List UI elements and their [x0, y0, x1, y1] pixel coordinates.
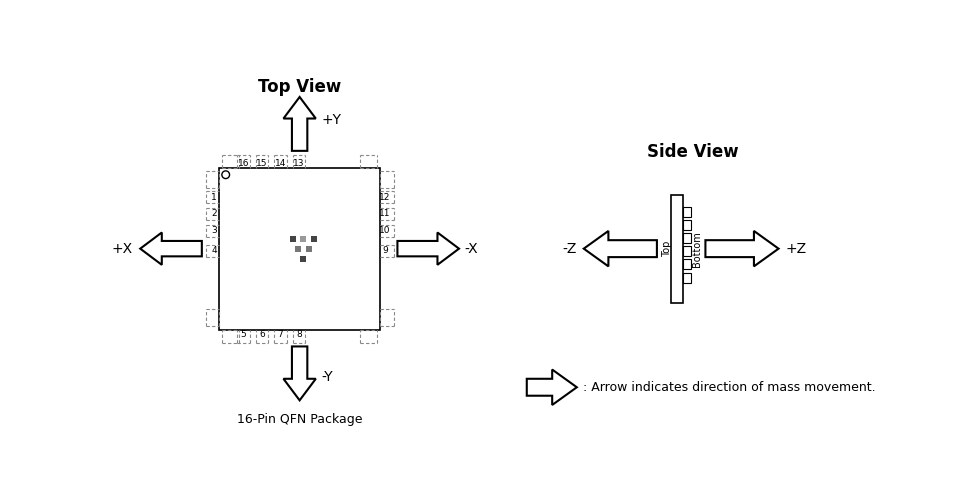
Polygon shape — [295, 246, 301, 252]
Text: 1: 1 — [211, 192, 217, 202]
Polygon shape — [301, 256, 307, 262]
Text: 11: 11 — [380, 210, 391, 218]
Text: 6: 6 — [259, 330, 265, 338]
Bar — [682, 246, 691, 256]
Polygon shape — [311, 236, 317, 242]
Bar — [219, 168, 381, 330]
Text: Top View: Top View — [258, 78, 341, 96]
Polygon shape — [289, 236, 296, 242]
Polygon shape — [306, 246, 312, 252]
Text: Bottom: Bottom — [692, 231, 702, 266]
Text: Side View: Side View — [647, 144, 738, 162]
Polygon shape — [140, 232, 202, 265]
Bar — [671, 194, 683, 302]
Bar — [682, 272, 691, 282]
Polygon shape — [527, 370, 577, 405]
Text: 14: 14 — [275, 158, 286, 168]
Polygon shape — [705, 231, 778, 266]
Polygon shape — [283, 346, 316, 401]
Polygon shape — [583, 231, 657, 266]
Text: +Z: +Z — [785, 242, 806, 256]
Text: +Y: +Y — [321, 113, 341, 127]
Bar — [682, 233, 691, 243]
Polygon shape — [398, 232, 459, 265]
Text: +X: +X — [111, 242, 133, 256]
Polygon shape — [283, 97, 316, 151]
Text: 16: 16 — [237, 158, 249, 168]
Text: -X: -X — [464, 242, 478, 256]
Text: 2: 2 — [211, 210, 217, 218]
Text: 4: 4 — [211, 246, 217, 256]
Polygon shape — [301, 236, 307, 242]
Text: 13: 13 — [293, 158, 305, 168]
Bar — [682, 220, 691, 230]
Text: -Y: -Y — [321, 370, 333, 384]
Text: 12: 12 — [380, 192, 391, 202]
Text: 3: 3 — [211, 226, 217, 235]
Text: : Arrow indicates direction of mass movement.: : Arrow indicates direction of mass move… — [583, 381, 875, 394]
Text: 10: 10 — [380, 226, 391, 235]
Text: 9: 9 — [382, 246, 388, 256]
Text: 7: 7 — [278, 330, 283, 338]
Text: Top: Top — [662, 240, 672, 257]
Text: 8: 8 — [296, 330, 302, 338]
Text: 15: 15 — [257, 158, 268, 168]
Text: 16-Pin QFN Package: 16-Pin QFN Package — [236, 413, 362, 426]
Text: -Z: -Z — [562, 242, 577, 256]
Text: 5: 5 — [240, 330, 246, 338]
Bar — [682, 207, 691, 217]
Bar — [682, 260, 691, 270]
